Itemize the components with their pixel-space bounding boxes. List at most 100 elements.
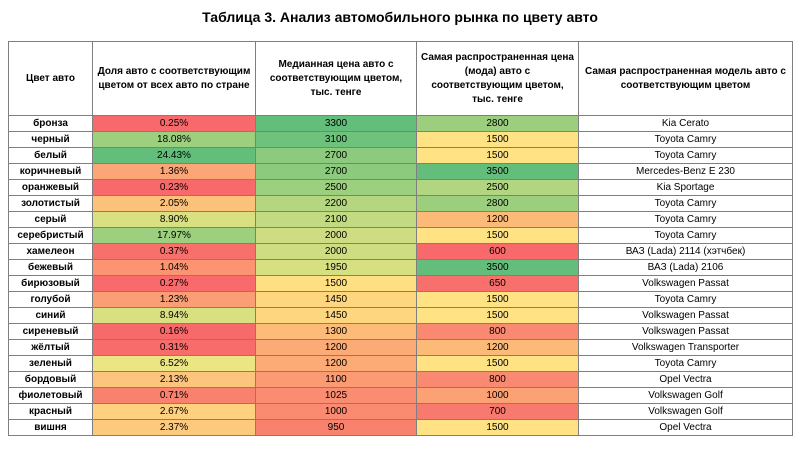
header-median-price: Медианная цена авто с соответствующим цв… — [255, 41, 417, 116]
model-cell: Volkswagen Transporter — [578, 339, 793, 356]
color-cell: сиреневый — [8, 323, 93, 340]
mode-price-cell: 700 — [416, 403, 579, 420]
model-cell: Volkswagen Golf — [578, 403, 793, 420]
share-cell: 8.94% — [92, 307, 256, 324]
table-body: бронза 0.25% 3300 2800 Kia Cerato черный 18.08… — [8, 115, 793, 436]
header-mode-price: Самая распространенная цена (мода) авто … — [416, 41, 579, 116]
color-cell: серый — [8, 211, 93, 228]
color-cell: бронза — [8, 115, 93, 132]
color-cell: серебристый — [8, 227, 93, 244]
color-cell: синий — [8, 307, 93, 324]
model-cell: Volkswagen Passat — [578, 275, 793, 292]
mode-price-cell: 1500 — [416, 131, 579, 148]
share-cell: 0.31% — [92, 339, 256, 356]
color-cell: вишня — [8, 419, 93, 436]
color-cell: фиолетовый — [8, 387, 93, 404]
table-row: жёлтый 0.31% 1200 1200 Volkswagen Transporte… — [8, 339, 793, 356]
median-price-cell: 1025 — [255, 387, 417, 404]
share-cell: 0.16% — [92, 323, 256, 340]
median-price-cell: 1300 — [255, 323, 417, 340]
color-cell: черный — [8, 131, 93, 148]
model-cell: Toyota Camry — [578, 211, 793, 228]
mode-price-cell: 800 — [416, 371, 579, 388]
median-price-cell: 2700 — [255, 163, 417, 180]
median-price-cell: 3100 — [255, 131, 417, 148]
median-price-cell: 1100 — [255, 371, 417, 388]
color-cell: бирюзовый — [8, 275, 93, 292]
share-cell: 0.23% — [92, 179, 256, 196]
color-cell: зеленый — [8, 355, 93, 372]
median-price-cell: 3300 — [255, 115, 417, 132]
mode-price-cell: 3500 — [416, 163, 579, 180]
median-price-cell: 1500 — [255, 275, 417, 292]
table-row: коричневый 1.36% 2700 3500 Mercedes-Benz E 2… — [8, 163, 793, 180]
median-price-cell: 2700 — [255, 147, 417, 164]
median-price-cell: 2500 — [255, 179, 417, 196]
table-row: красный 2.67% 1000 700 Volkswagen Golf — [8, 403, 793, 420]
table-row: белый 24.43% 2700 1500 Toyota Camry — [8, 147, 793, 164]
mode-price-cell: 650 — [416, 275, 579, 292]
model-cell: Volkswagen Golf — [578, 387, 793, 404]
model-cell: Toyota Camry — [578, 291, 793, 308]
share-cell: 6.52% — [92, 355, 256, 372]
model-cell: Toyota Camry — [578, 147, 793, 164]
mode-price-cell: 1200 — [416, 211, 579, 228]
table-row: золотистый 2.05% 2200 2800 Toyota Camry — [8, 195, 793, 212]
share-cell: 0.37% — [92, 243, 256, 260]
color-cell: коричневый — [8, 163, 93, 180]
median-price-cell: 2200 — [255, 195, 417, 212]
mode-price-cell: 800 — [416, 323, 579, 340]
share-cell: 2.05% — [92, 195, 256, 212]
table-row: хамелеон 0.37% 2000 600 ВАЗ (Lada) 2114 (хэт… — [8, 243, 793, 260]
mode-price-cell: 3500 — [416, 259, 579, 276]
table-row: бронза 0.25% 3300 2800 Kia Cerato — [8, 115, 793, 132]
model-cell: Mercedes-Benz E 230 — [578, 163, 793, 180]
model-cell: ВАЗ (Lada) 2106 — [578, 259, 793, 276]
header-color: Цвет авто — [8, 41, 93, 116]
mode-price-cell: 2800 — [416, 195, 579, 212]
median-price-cell: 2100 — [255, 211, 417, 228]
color-cell: жёлтый — [8, 339, 93, 356]
model-cell: Volkswagen Passat — [578, 323, 793, 340]
share-cell: 1.23% — [92, 291, 256, 308]
model-cell: Volkswagen Passat — [578, 307, 793, 324]
median-price-cell: 2000 — [255, 243, 417, 260]
color-cell: голубой — [8, 291, 93, 308]
model-cell: Toyota Camry — [578, 227, 793, 244]
share-cell: 2.37% — [92, 419, 256, 436]
mode-price-cell: 2800 — [416, 115, 579, 132]
table-row: синий 8.94% 1450 1500 Volkswagen Passat — [8, 307, 793, 324]
mode-price-cell: 2500 — [416, 179, 579, 196]
model-cell: Toyota Camry — [578, 355, 793, 372]
mode-price-cell: 1500 — [416, 147, 579, 164]
color-cell: бордовый — [8, 371, 93, 388]
car-color-table: Цвет авто Доля авто с соответствующим цв… — [8, 41, 793, 436]
table-row: голубой 1.23% 1450 1500 Toyota Camry — [8, 291, 793, 308]
table-row: бирюзовый 0.27% 1500 650 Volkswagen Passat — [8, 275, 793, 292]
share-cell: 8.90% — [92, 211, 256, 228]
mode-price-cell: 1500 — [416, 291, 579, 308]
median-price-cell: 1450 — [255, 291, 417, 308]
model-cell: ВАЗ (Lada) 2114 (хэтчбек) — [578, 243, 793, 260]
median-price-cell: 1950 — [255, 259, 417, 276]
table-row: серый 8.90% 2100 1200 Toyota Camry — [8, 211, 793, 228]
share-cell: 0.71% — [92, 387, 256, 404]
model-cell: Opel Vectra — [578, 371, 793, 388]
table-title: Таблица 3. Анализ автомобильного рынка п… — [202, 9, 598, 25]
share-cell: 2.67% — [92, 403, 256, 420]
mode-price-cell: 1500 — [416, 227, 579, 244]
model-cell: Kia Cerato — [578, 115, 793, 132]
mode-price-cell: 1200 — [416, 339, 579, 356]
median-price-cell: 1450 — [255, 307, 417, 324]
median-price-cell: 1000 — [255, 403, 417, 420]
share-cell: 0.25% — [92, 115, 256, 132]
color-cell: белый — [8, 147, 93, 164]
table-row: вишня 2.37% 950 1500 Opel Vectra — [8, 419, 793, 436]
model-cell: Toyota Camry — [578, 131, 793, 148]
table-row: серебристый 17.97% 2000 1500 Toyota Camry — [8, 227, 793, 244]
share-cell: 17.97% — [92, 227, 256, 244]
median-price-cell: 1200 — [255, 355, 417, 372]
table-row: оранжевый 0.23% 2500 2500 Kia Sportage — [8, 179, 793, 196]
mode-price-cell: 1500 — [416, 307, 579, 324]
median-price-cell: 2000 — [255, 227, 417, 244]
